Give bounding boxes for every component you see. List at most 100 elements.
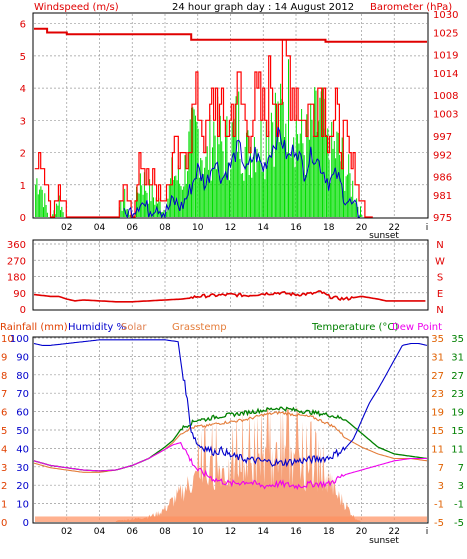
- rain-tick-label: 6: [1, 408, 7, 419]
- grasstemp-tick-label: 27: [431, 371, 444, 382]
- humidity-tick-label: 40: [16, 444, 29, 455]
- bottom-x-tick-label: 16: [290, 527, 302, 537]
- top-right-tick-label: 1003: [433, 110, 458, 121]
- humidity-tick-label: 0: [23, 518, 29, 529]
- temperature-tick-label: -1: [454, 500, 464, 511]
- dewpoint-axis-title: Dew Point: [392, 322, 442, 333]
- top-x-tick-label: 20: [356, 223, 368, 233]
- temperature-tick-label: 19: [451, 408, 464, 419]
- top-x-tick-label: 10: [192, 223, 204, 233]
- rainfall-axis-title: Rainfall (mm): [0, 322, 68, 333]
- bottom-x-tick-label: 04: [94, 527, 106, 537]
- top-left-tick-label: 5: [20, 52, 26, 63]
- axis-labels: 0123456975981986992997100310081014101910…: [1, 10, 464, 546]
- top-right-tick-label: 986: [433, 172, 452, 183]
- bottom-x-tick-label: 22: [389, 527, 400, 537]
- rain-tick-label: 8: [1, 371, 7, 382]
- rain-tick-label: 9: [1, 352, 7, 363]
- grasstemp-tick-label: -5: [434, 518, 444, 529]
- top-left-tick-label: 0: [20, 213, 26, 224]
- wind-gust-line: [34, 39, 373, 218]
- temperature-tick-label: 23: [451, 389, 464, 400]
- rain-tick-label: 0: [1, 518, 7, 529]
- temperature-axis-title: Temperature (°C): [311, 322, 398, 333]
- humidity-tick-label: 20: [16, 481, 29, 492]
- temperature-tick-label: 31: [451, 352, 464, 363]
- bottom-x-tick-label: 02: [61, 527, 72, 537]
- wind-average-line: [123, 127, 360, 219]
- middle-right-tick-label: S: [437, 273, 443, 284]
- middle-right-tick-label: E: [437, 289, 443, 300]
- top-x-tick-label: 22: [389, 223, 400, 233]
- top-right-tick-label: 981: [433, 191, 452, 202]
- grasstemp-tick-label: 3: [438, 481, 444, 492]
- top-x-end-tick: i: [426, 223, 429, 233]
- humidity-tick-label: 60: [16, 408, 29, 419]
- middle-right-tick-label: W: [435, 256, 445, 267]
- bottom-x-tick-label: 12: [225, 527, 236, 537]
- top-right-tick-label: 1014: [433, 69, 458, 80]
- humidity-tick-label: 50: [16, 426, 29, 437]
- top-x-tick-label: 04: [94, 223, 106, 233]
- bottom-x-tick-label: 06: [127, 527, 139, 537]
- top-x-tick-label: 18: [323, 223, 335, 233]
- middle-left-tick-label: 90: [13, 289, 26, 300]
- barometer-line: [34, 27, 427, 43]
- middle-left-tick-label: 0: [20, 305, 26, 316]
- top-right-tick-label: 1025: [433, 28, 458, 39]
- top-left-tick-label: 3: [20, 116, 26, 127]
- temperature-tick-label: 3: [458, 481, 464, 492]
- middle-left-tick-label: 360: [7, 240, 26, 251]
- temperature-tick-label: 27: [451, 371, 464, 382]
- humidity-tick-label: 10: [16, 500, 29, 511]
- humidity-tick-label: 90: [16, 352, 29, 363]
- top-left-tick-label: 6: [20, 20, 26, 31]
- humidity-tick-label: 70: [16, 389, 29, 400]
- bottom-x-end-tick: i: [426, 527, 429, 537]
- chart-title: 24 hour graph day : 14 August 2012: [172, 2, 354, 13]
- rain-tick-label: 3: [1, 463, 7, 474]
- top-x-tick-label: 14: [258, 223, 270, 233]
- grasstemp-tick-label: 15: [431, 426, 444, 437]
- bottom-x-tick-label: 20: [356, 527, 368, 537]
- temperature-tick-label: 35: [451, 334, 464, 345]
- top-sunset-label: sunset: [369, 231, 399, 241]
- solar-area: [115, 407, 362, 522]
- humidity-tick-label: 30: [16, 463, 29, 474]
- bottom-x-tick-label: 10: [192, 527, 204, 537]
- grasstemp-tick-label: 31: [431, 352, 444, 363]
- middle-left-tick-label: 270: [7, 256, 26, 267]
- humidity-tick-label: 100: [10, 334, 29, 345]
- solar-axis-title: Solar: [121, 322, 147, 333]
- middle-right-tick-label: N: [436, 305, 443, 316]
- grasstemp-tick-label: 23: [431, 389, 444, 400]
- temperature-tick-label: 15: [451, 426, 464, 437]
- top-left-tick-label: 1: [20, 181, 26, 192]
- grasstemp-tick-label: 35: [431, 334, 444, 345]
- grasstemp-line: [33, 410, 428, 473]
- grasstemp-axis-title: Grasstemp: [172, 322, 227, 333]
- bottom-x-tick-label: 14: [258, 527, 270, 537]
- dewpoint-line: [33, 441, 427, 491]
- rain-tick-label: 7: [1, 389, 7, 400]
- top-right-axis-title: Barometer (hPa): [370, 2, 452, 13]
- top-right-tick-label: 1030: [433, 10, 458, 21]
- top-right-tick-label: 992: [433, 150, 452, 161]
- rain-tick-label: 10: [1, 334, 14, 345]
- top-x-tick-label: 06: [127, 223, 139, 233]
- temperature-tick-label: 11: [451, 444, 464, 455]
- humidity-tick-label: 80: [16, 371, 29, 382]
- grasstemp-tick-label: 19: [431, 408, 444, 419]
- wind-direction-line: [33, 290, 426, 303]
- rain-tick-label: 1: [1, 500, 7, 511]
- bottom-x-tick-label: 18: [323, 527, 335, 537]
- humidity-axis-title: Humidity %: [68, 322, 126, 333]
- top-x-tick-label: 16: [290, 223, 302, 233]
- chart-marks: [33, 27, 428, 522]
- top-x-tick-label: 08: [159, 223, 171, 233]
- rain-tick-label: 4: [1, 444, 7, 455]
- top-right-tick-label: 1008: [433, 91, 458, 102]
- top-right-tick-label: 997: [433, 132, 452, 143]
- bottom-x-tick-label: 08: [159, 527, 171, 537]
